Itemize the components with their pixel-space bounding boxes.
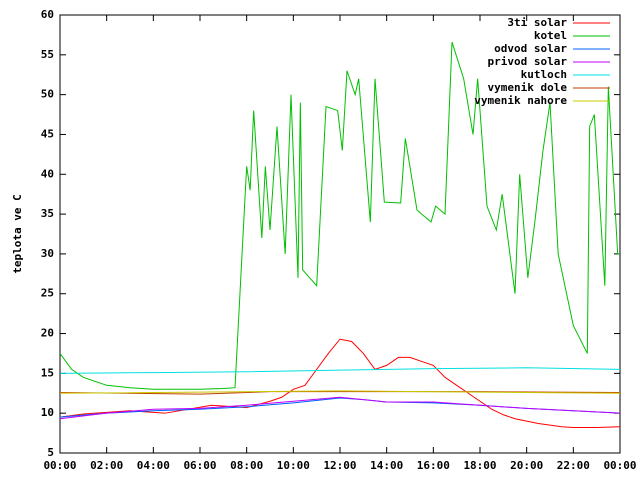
y-tick-label: 20 bbox=[41, 327, 54, 340]
y-tick-label: 10 bbox=[41, 406, 54, 419]
y-tick-label: 5 bbox=[47, 446, 54, 459]
y-tick-label: 15 bbox=[41, 366, 54, 379]
x-tick-label: 02:00 bbox=[90, 459, 123, 472]
x-tick-label: 00:00 bbox=[43, 459, 76, 472]
y-tick-label: 30 bbox=[41, 247, 54, 260]
y-tick-label: 35 bbox=[41, 207, 54, 220]
series-line bbox=[59, 396, 621, 420]
legend-label: kotel bbox=[534, 29, 567, 42]
legend-label: kutloch bbox=[521, 68, 567, 81]
legend-label: 3ti solar bbox=[507, 16, 567, 29]
series-line bbox=[59, 390, 621, 394]
x-tick-label: 08:00 bbox=[230, 459, 263, 472]
series-line bbox=[59, 367, 621, 374]
x-tick-label: 16:00 bbox=[417, 459, 450, 472]
legend-label: vymenik dole bbox=[488, 81, 568, 94]
y-axis-label: teplota ve C bbox=[11, 194, 24, 273]
x-tick-label: 14:00 bbox=[370, 459, 403, 472]
x-tick-label: 00:00 bbox=[603, 459, 636, 472]
x-tick-label: 20:00 bbox=[510, 459, 543, 472]
x-tick-label: 10:00 bbox=[277, 459, 310, 472]
series-line bbox=[59, 41, 620, 390]
y-tick-label: 45 bbox=[41, 127, 54, 140]
x-tick-label: 12:00 bbox=[323, 459, 356, 472]
series-line bbox=[59, 338, 621, 429]
x-tick-label: 04:00 bbox=[137, 459, 170, 472]
y-tick-label: 60 bbox=[41, 8, 54, 21]
legend-label: odvod solar bbox=[494, 42, 567, 55]
x-tick-label: 06:00 bbox=[183, 459, 216, 472]
y-tick-label: 55 bbox=[41, 48, 54, 61]
legend-label: vymenik nahore bbox=[474, 94, 567, 107]
legend-label: privod solar bbox=[488, 55, 568, 68]
series-line bbox=[59, 397, 621, 418]
y-tick-label: 40 bbox=[41, 167, 54, 180]
y-tick-label: 50 bbox=[41, 88, 54, 101]
x-tick-label: 22:00 bbox=[557, 459, 590, 472]
x-tick-label: 18:00 bbox=[463, 459, 496, 472]
y-tick-label: 25 bbox=[41, 287, 54, 300]
